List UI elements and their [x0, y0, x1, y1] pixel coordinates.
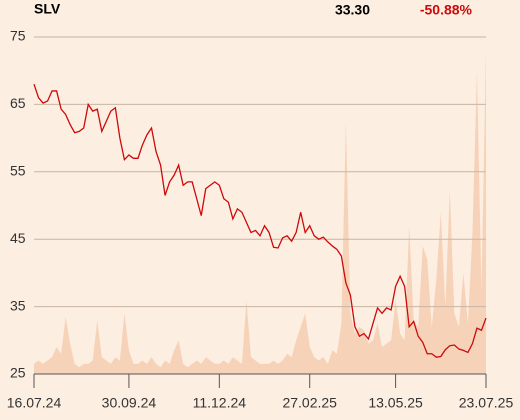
y-tick-label: 45 [10, 230, 26, 246]
x-tick-label: 30.09.24 [102, 395, 157, 411]
y-tick-label: 55 [10, 163, 26, 179]
price-line [33, 83, 487, 358]
y-tick-label: 65 [10, 95, 26, 111]
y-tick-label: 35 [10, 297, 26, 313]
last-price: 33.30 [335, 2, 370, 18]
ticker: SLV [34, 1, 61, 17]
x-tick-label: 11.12.24 [193, 395, 247, 411]
x-tick-label: 23.07.25 [459, 395, 514, 411]
change: -50.88% [420, 2, 473, 18]
x-tick-label: 13.05.25 [368, 395, 423, 411]
y-tick-label: 75 [10, 28, 26, 44]
volume-area [34, 47, 486, 375]
x-tick-label: 16.07.24 [7, 395, 62, 411]
y-tick-label: 25 [10, 365, 26, 381]
x-tick-label: 27.02.25 [282, 395, 337, 411]
